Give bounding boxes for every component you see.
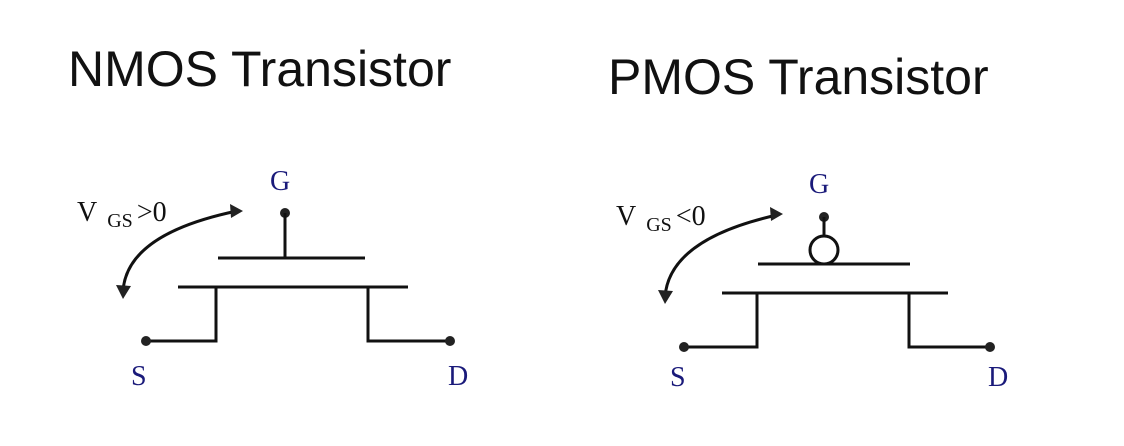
pmos-source-terminal: [679, 342, 689, 352]
nmos-title: NMOS Transistor: [68, 41, 452, 97]
pmos-vgs-arrowhead-top: [770, 207, 783, 221]
pmos-drain-terminal: [985, 342, 995, 352]
pmos-source-label: S: [670, 362, 686, 393]
nmos-vgs-arrow: [121, 209, 238, 293]
nmos-vgs-label: V GS >0: [77, 197, 167, 232]
pmos-vgs-subscript: GS: [646, 214, 672, 236]
nmos-vgs-arrowhead-bottom: [116, 285, 131, 299]
nmos-source-terminal: [141, 336, 151, 346]
nmos-vgs-subscript: GS: [107, 210, 133, 232]
nmos-source-lead: [146, 287, 218, 343]
pmos-vgs-arrow: [663, 213, 778, 298]
pmos-vgs-label: V GS <0: [616, 201, 706, 236]
nmos-vgs-arrowhead-top: [230, 204, 243, 218]
pmos-drain-label: D: [988, 362, 1008, 393]
pmos-symbol: G S D V GS <0: [616, 169, 1008, 393]
pmos-drain-lead: [907, 293, 990, 349]
nmos-panel: NMOS Transistor G S D V GS: [0, 0, 560, 446]
nmos-drain-label: D: [448, 361, 468, 392]
pmos-source-lead: [684, 293, 759, 349]
pmos-vgs-arrowhead-bottom: [658, 290, 673, 304]
nmos-vgs-condition: >0: [137, 197, 167, 228]
nmos-drain-terminal: [445, 336, 455, 346]
nmos-gate-label: G: [270, 166, 290, 197]
pmos-title: PMOS Transistor: [608, 49, 989, 105]
pmos-panel: PMOS Transistor G S D: [560, 0, 1124, 446]
pmos-gate-bubble: [808, 234, 840, 266]
nmos-drain-lead: [366, 287, 450, 343]
pmos-gate-label: G: [809, 169, 829, 200]
pmos-vgs-condition: <0: [676, 201, 706, 232]
nmos-symbol: G S D V GS >0: [77, 166, 468, 392]
nmos-vgs-symbol: V: [77, 197, 97, 228]
nmos-source-label: S: [131, 361, 147, 392]
pmos-vgs-symbol: V: [616, 201, 636, 232]
